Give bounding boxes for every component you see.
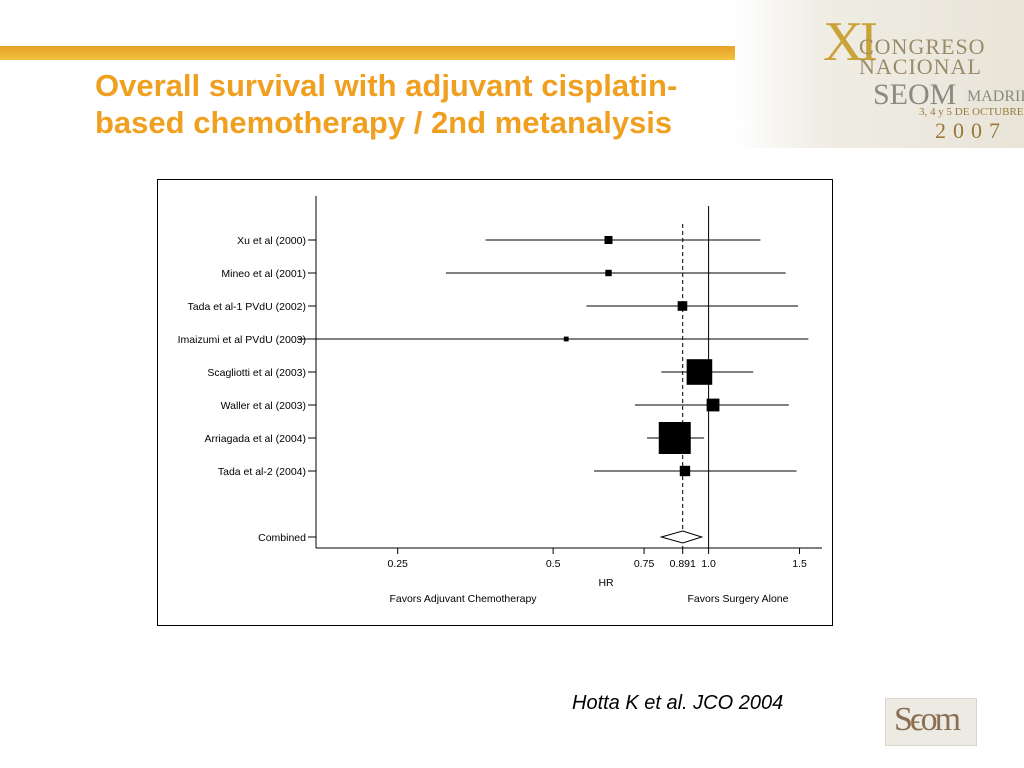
study-label: Tada et al-1 PVdU (2002) <box>188 301 306 313</box>
forest-plot: Xu et al (2000) Mineo et al (2001) Tada et… <box>157 179 833 626</box>
study-label: Imaizumi et al PVdU (2003) <box>178 334 306 346</box>
study-label: Arriagada et al (2004) <box>204 433 306 445</box>
hazard-ratio-point <box>604 236 613 244</box>
congress-line2: NACIONAL <box>859 54 982 79</box>
hazard-ratio-point <box>706 398 720 412</box>
society-name: SEOM <box>873 78 957 111</box>
x-tick-label: 0.25 <box>387 558 408 570</box>
congress-dates: 3, 4 y 5 DE OCTUBRE <box>919 106 1024 118</box>
seom-logo-mark: Sϵom <box>894 701 961 738</box>
x-tick-label: 1.5 <box>792 558 807 570</box>
x-tick-label: 0.5 <box>546 558 561 570</box>
combined-label: Combined <box>258 532 306 544</box>
x-tick-label: 0.75 <box>634 558 655 570</box>
study-label: Xu et al (2000) <box>237 235 306 247</box>
seom-logo: Sϵom <box>885 698 977 746</box>
x-tick-label: 0.891 <box>670 558 696 570</box>
slide-title: Overall survival with adjuvant cisplatin… <box>95 68 678 140</box>
citation: Hotta K et al. JCO 2004 <box>572 692 784 714</box>
hazard-ratio-point <box>658 422 691 454</box>
hazard-ratio-point <box>679 465 691 477</box>
study-label: Scagliotti et al (2003) <box>207 367 306 379</box>
x-axis-label: HR <box>598 577 614 589</box>
x-tick-label: 1.0 <box>701 558 716 570</box>
congress-badge: XI CONGRESO NACIONAL SEOM MADRID 3, 4 y … <box>735 0 1024 148</box>
congress-year: 2007 <box>935 118 1007 143</box>
study-label: Waller et al (2003) <box>221 400 306 412</box>
hazard-ratio-point <box>677 301 688 311</box>
hazard-ratio-point <box>686 359 713 385</box>
congress-line1: CONGRESO <box>859 34 986 59</box>
congress-city: MADRID <box>967 88 1024 105</box>
hazard-ratio-point <box>563 336 569 342</box>
hazard-ratio-point <box>605 269 612 277</box>
forest-plot-svg: Xu et al (2000) Mineo et al (2001) Tada et… <box>178 196 822 605</box>
congress-number: XI <box>823 11 878 73</box>
favors-left-label: Favors Adjuvant Chemotherapy <box>389 593 537 605</box>
favors-right-label: Favors Surgery Alone <box>688 593 789 605</box>
combined-diamond <box>659 530 704 544</box>
study-label: Tada et al-2 (2004) <box>218 466 306 478</box>
study-label: Mineo et al (2001) <box>221 268 306 280</box>
